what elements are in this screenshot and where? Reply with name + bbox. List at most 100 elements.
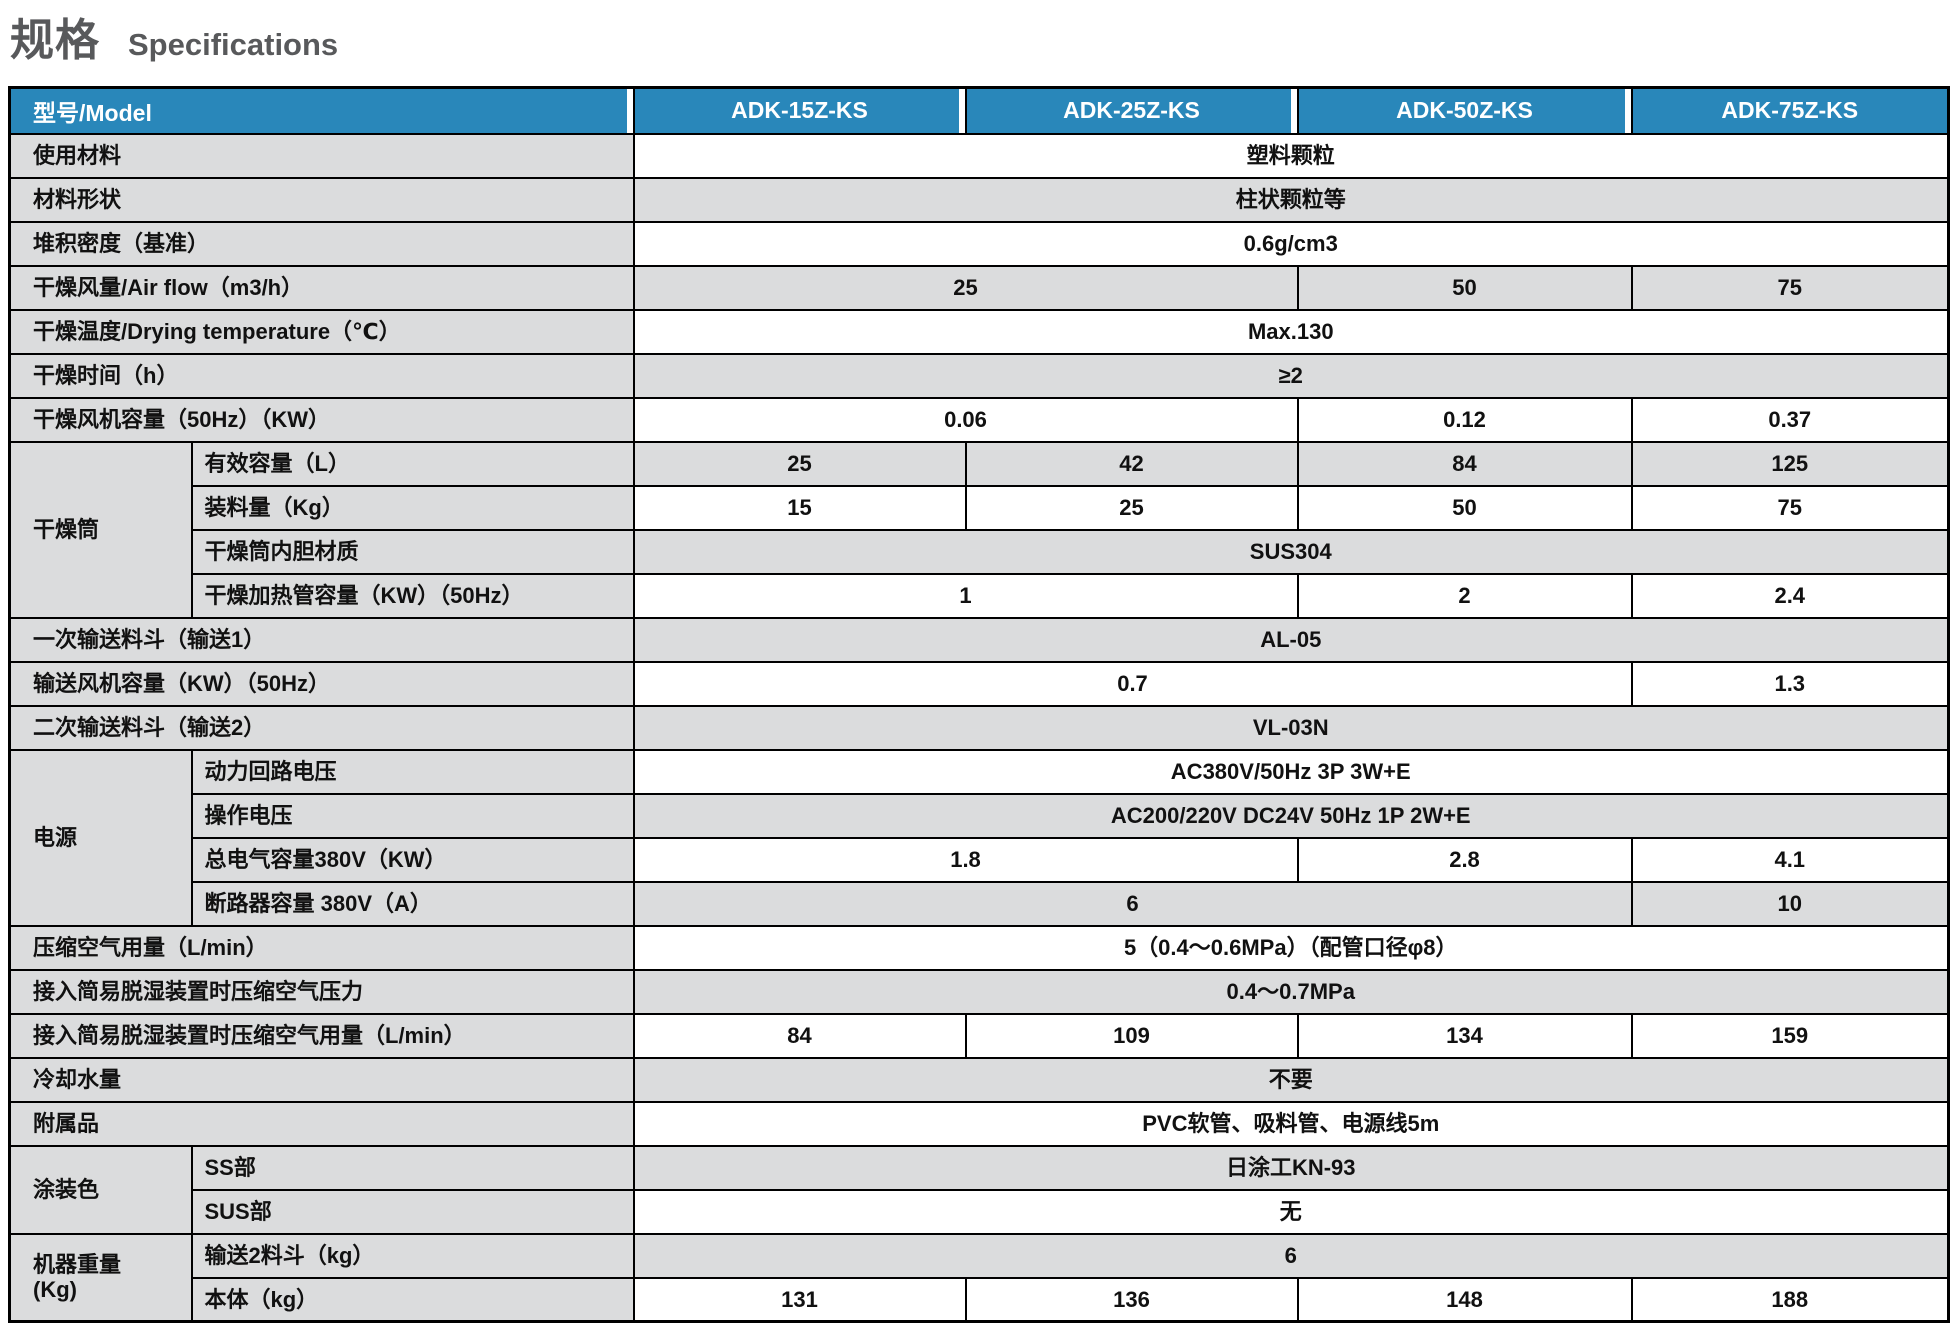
- spec-row-label: 本体（kg）: [190, 1276, 635, 1323]
- spec-value-cell: 188: [1630, 1276, 1950, 1323]
- spec-row-label: 接入简易脱湿装置时压缩空气压力: [8, 968, 635, 1015]
- spec-value-cell: AC380V/50Hz 3P 3W+E: [632, 748, 1950, 795]
- spec-row: 一次输送料斗（输送1） AL-05: [8, 616, 1950, 663]
- model-column-header-3: ADK-50Z-KS: [1296, 87, 1632, 135]
- spec-value-cell: AL-05: [632, 616, 1950, 663]
- spec-value-cell: 50: [1296, 264, 1633, 311]
- spec-value-cell: SUS304: [632, 528, 1950, 575]
- spec-row-label: 干燥加热管容量（KW）（50Hz）: [190, 572, 635, 619]
- spec-row-label: 压缩空气用量（L/min）: [8, 924, 635, 971]
- spec-row: 机器重量 (Kg) 输送2料斗（kg） 6: [8, 1232, 1950, 1323]
- spec-value-cell: 25: [632, 264, 1299, 311]
- spec-value-cell: 75: [1630, 484, 1950, 531]
- spec-row-label: 输送2料斗（kg）: [190, 1232, 635, 1279]
- spec-row-label: 干燥时间（h）: [8, 352, 635, 399]
- spec-row-label: 输送风机容量（KW）（50Hz）: [8, 660, 635, 707]
- spec-row-label: SUS部: [190, 1188, 635, 1235]
- spec-row-label: 冷却水量: [8, 1056, 635, 1103]
- spec-row-label: SS部: [190, 1144, 635, 1191]
- spec-value-cell: 50: [1296, 484, 1633, 531]
- spec-row-label: 干燥风机容量（50Hz）（KW）: [8, 396, 635, 443]
- spec-row-label: 断路器容量 380V（A）: [190, 880, 635, 927]
- spec-value-cell: 148: [1296, 1276, 1633, 1323]
- spec-row: 附属品 PVC软管、吸料管、电源线5m: [8, 1100, 1950, 1147]
- spec-value-cell: 6: [632, 1232, 1950, 1279]
- spec-value-cell: 2: [1296, 572, 1633, 619]
- spec-value-cell: Max.130: [632, 308, 1950, 355]
- spec-group-label: 涂装色: [8, 1144, 193, 1235]
- spec-row: 输送风机容量（KW）（50Hz） 0.7 1.3: [8, 660, 1950, 707]
- spec-row: 二次输送料斗（输送2） VL-03N: [8, 704, 1950, 751]
- spec-row: 接入简易脱湿装置时压缩空气压力 0.4～0.7MPa: [8, 968, 1950, 1015]
- spec-row: 本体（kg） 131 136 148 188: [10, 1276, 1950, 1323]
- spec-value-cell: 5（0.4～0.6MPa）（配管口径φ8）: [632, 924, 1950, 971]
- spec-row: 操作电压 AC200/220V DC24V 50Hz 1P 2W+E: [10, 792, 1950, 839]
- spec-value-cell: 2.8: [1296, 836, 1633, 883]
- spec-row: 材料形状 柱状颗粒等: [8, 176, 1950, 223]
- spec-row: 干燥温度/Drying temperature（℃） Max.130: [8, 308, 1950, 355]
- spec-row: 干燥风量/Air flow（m3/h） 25 50 75: [8, 264, 1950, 311]
- spec-header-row: 型号/Model ADK-15Z-KS ADK-25Z-KS ADK-50Z-K…: [9, 87, 1949, 135]
- spec-value-cell: 柱状颗粒等: [632, 176, 1950, 223]
- spec-value-cell: AC200/220V DC24V 50Hz 1P 2W+E: [632, 792, 1950, 839]
- model-column-header-2: ADK-25Z-KS: [964, 87, 1298, 135]
- spec-value-cell: VL-03N: [632, 704, 1950, 751]
- spec-row-label: 操作电压: [190, 792, 635, 839]
- spec-row-label: 二次输送料斗（输送2）: [8, 704, 635, 751]
- spec-table-body: 使用材料 塑料颗粒 材料形状 柱状颗粒等 堆积密度（基准） 0.6g/cm3 干燥风量/Ai…: [8, 132, 1950, 1323]
- spec-row-label: 堆积密度（基准）: [8, 220, 635, 267]
- spec-value-cell: 1: [632, 572, 1299, 619]
- spec-row: 总电气容量380V（KW） 1.8 2.8 4.1: [10, 836, 1950, 883]
- spec-row: SUS部无: [10, 1188, 1950, 1235]
- model-column-header-1: ADK-15Z-KS: [632, 87, 966, 135]
- spec-value-cell: 10: [1630, 880, 1950, 927]
- spec-value-cell: 84: [1296, 440, 1633, 487]
- spec-row: 断路器容量 380V（A） 6 10: [10, 880, 1950, 927]
- spec-row: 冷却水量 不要: [8, 1056, 1950, 1103]
- spec-row-label: 使用材料: [8, 132, 635, 179]
- spec-group-label: 电源: [8, 748, 193, 927]
- spec-row-label: 干燥筒内胆材质: [190, 528, 635, 575]
- spec-value-cell: PVC软管、吸料管、电源线5m: [632, 1100, 1950, 1147]
- spec-value-cell: 159: [1630, 1012, 1950, 1059]
- spec-row: 装料量（Kg） 15 25 50 75: [10, 484, 1950, 531]
- spec-value-cell: 25: [632, 440, 967, 487]
- spec-value-cell: 84: [632, 1012, 967, 1059]
- title-en: Specifications: [128, 27, 339, 62]
- spec-value-cell: 109: [964, 1012, 1299, 1059]
- model-header-cell: 型号/Model: [9, 87, 634, 135]
- spec-value-cell: 75: [1630, 264, 1950, 311]
- spec-row-label: 动力回路电压: [190, 748, 635, 795]
- spec-value-cell: 塑料颗粒: [632, 132, 1950, 179]
- spec-row-label: 一次输送料斗（输送1）: [8, 616, 635, 663]
- spec-value-cell: 0.37: [1630, 396, 1950, 443]
- spec-value-cell: 0.4～0.7MPa: [632, 968, 1950, 1015]
- spec-value-cell: 日涂工KN-93: [632, 1144, 1950, 1191]
- spec-group-label: 干燥筒: [8, 440, 193, 619]
- spec-row: 接入简易脱湿装置时压缩空气用量（L/min） 84 109 134 159: [8, 1012, 1950, 1059]
- page-title: 规格 Specifications: [10, 4, 338, 68]
- spec-row: 干燥风机容量（50Hz）（KW） 0.06 0.12 0.37: [8, 396, 1950, 443]
- spec-value-cell: 4.1: [1630, 836, 1950, 883]
- spec-row-label: 附属品: [8, 1100, 635, 1147]
- spec-value-cell: 6: [632, 880, 1633, 927]
- spec-value-cell: ≥2: [632, 352, 1950, 399]
- spec-row: 干燥筒内胆材质 SUS304: [10, 528, 1950, 575]
- spec-row: 干燥加热管容量（KW）（50Hz） 1 2 2.4: [10, 572, 1950, 619]
- spec-row-label: 材料形状: [8, 176, 635, 223]
- spec-value-cell: 25: [964, 484, 1299, 531]
- spec-row-label: 干燥温度/Drying temperature（℃）: [8, 308, 635, 355]
- spec-row: 堆积密度（基准） 0.6g/cm3: [8, 220, 1950, 267]
- spec-value-cell: 2.4: [1630, 572, 1950, 619]
- model-column-header-4: ADK-75Z-KS: [1630, 87, 1949, 135]
- spec-row: 涂装色 SS部 日涂工KN-93: [8, 1144, 1950, 1235]
- spec-value-cell: 0.7: [632, 660, 1633, 707]
- spec-row-label: 装料量（Kg）: [190, 484, 635, 531]
- spec-row: 干燥筒 有效容量（L） 25 42 84 125: [8, 440, 1950, 619]
- spec-value-cell: 42: [964, 440, 1299, 487]
- spec-row: 压缩空气用量（L/min） 5（0.4～0.6MPa）（配管口径φ8）: [8, 924, 1950, 971]
- spec-row-label: 有效容量（L）: [190, 440, 635, 487]
- spec-value-cell: 0.06: [632, 396, 1299, 443]
- spec-value-cell: 1.3: [1630, 660, 1950, 707]
- spec-row-label: 接入简易脱湿装置时压缩空气用量（L/min）: [8, 1012, 635, 1059]
